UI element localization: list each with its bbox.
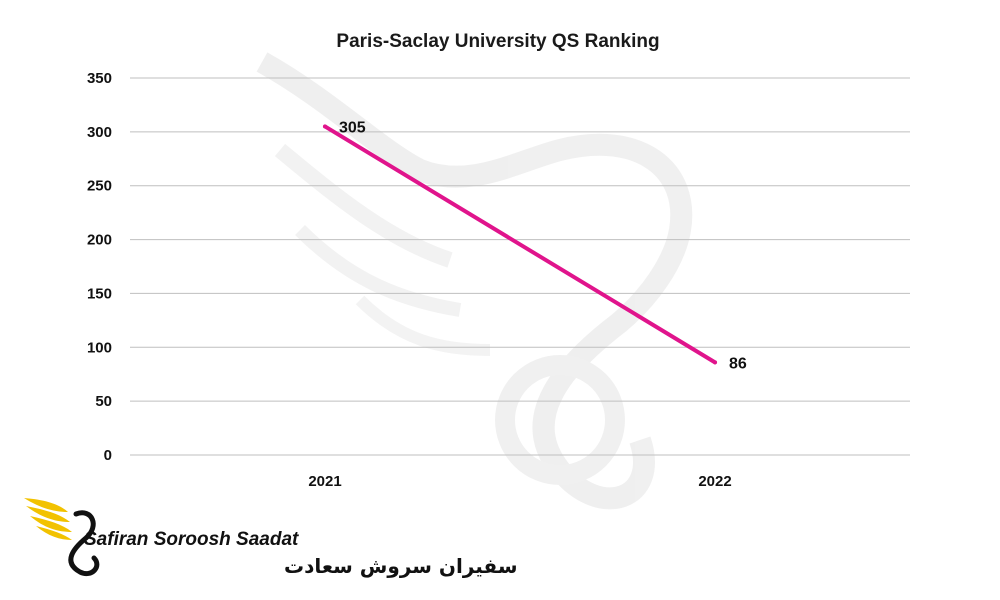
y-tick-label: 100	[87, 339, 112, 356]
data-point	[323, 124, 327, 129]
watermark-icon	[256, 52, 693, 510]
series-line	[323, 124, 717, 365]
wing-swan-icon	[24, 498, 100, 576]
y-axis-ticks: 0 50 100 150 200 250 300 350	[87, 70, 112, 464]
data-label: 86	[729, 355, 747, 372]
series-layer	[323, 124, 717, 365]
gridlines	[130, 77, 910, 456]
x-tick-label: 2022	[698, 473, 731, 490]
data-labels: 305 86	[339, 119, 747, 372]
brand-name-en: Safiran Soroosh Saadat	[84, 529, 299, 550]
y-tick-label: 200	[87, 232, 112, 249]
y-tick-label: 250	[87, 178, 112, 195]
chart-title: Paris-Saclay University QS Ranking	[336, 31, 659, 52]
y-tick-label: 350	[87, 70, 112, 87]
brand-logo: Safiran Soroosh Saadat سفیران سروش سعادت	[24, 498, 518, 578]
data-point	[713, 360, 717, 365]
data-label: 305	[339, 119, 366, 136]
y-tick-label: 300	[87, 124, 112, 141]
y-tick-label: 50	[95, 393, 112, 410]
x-tick-label: 2021	[308, 473, 341, 490]
x-axis-ticks: 2021 2022	[308, 473, 731, 490]
y-tick-label: 0	[104, 447, 112, 464]
y-tick-label: 150	[87, 285, 112, 302]
brand-name-fa: سفیران سروش سعادت	[284, 554, 518, 578]
